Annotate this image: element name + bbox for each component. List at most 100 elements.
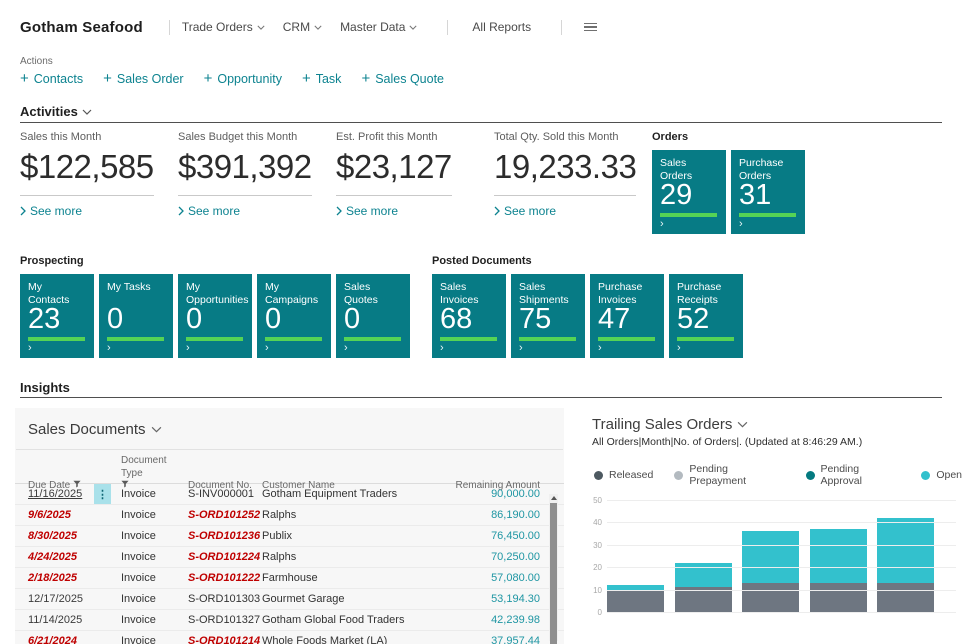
activities-section-header[interactable]: Activities <box>20 104 942 119</box>
cue-tile-my-opportunities[interactable]: My Opportunities 0 › <box>178 274 252 358</box>
column-header-document-type[interactable]: Document Type <box>121 455 188 493</box>
chart-title: Trailing Sales Orders <box>592 416 733 433</box>
due-date-link[interactable]: 6/21/2024 <box>28 635 77 644</box>
legend-item-pending-approval[interactable]: Pending Approval <box>805 463 901 487</box>
action-link-label: Contacts <box>33 71 84 86</box>
customer-name-cell: Ralphs <box>262 551 297 563</box>
remaining-amount-link[interactable]: 86,190.00 <box>491 509 540 521</box>
more-options-menu-icon[interactable] <box>582 21 599 34</box>
remaining-amount-link[interactable]: 42,239.98 <box>491 614 540 626</box>
stacked-bar[interactable] <box>877 517 935 612</box>
row-context-menu-button[interactable]: ⋮ <box>94 484 111 504</box>
cue-tile-purchase-receipts[interactable]: Purchase Receipts 52 › <box>669 274 743 358</box>
remaining-amount-link[interactable]: 76,450.00 <box>491 530 540 542</box>
column-header-due-date[interactable]: Due Date <box>28 480 94 493</box>
remaining-amount-link[interactable]: 57,080.00 <box>491 572 540 584</box>
table-row[interactable]: 11/14/2025 Invoice S-ORD101327 Gotham Globa… <box>15 609 564 630</box>
cue-group-title: Prospecting <box>20 255 84 267</box>
cue-tile-sales-orders[interactable]: Sales Orders 29 › <box>652 150 726 234</box>
see-more-link[interactable]: See more <box>336 204 486 218</box>
table-row[interactable]: 2/18/2025 Invoice S-ORD101222 Farmhouse 57,0… <box>15 567 564 588</box>
table-row[interactable]: 4/24/2025 Invoice S-ORD101224 Ralphs 70,250.… <box>15 546 564 567</box>
kpi-value: $391,392 <box>178 148 312 196</box>
legend-label: Pending Approval <box>820 463 862 487</box>
action-link-task[interactable]: + Task <box>302 71 341 86</box>
bar-segment-open[interactable] <box>607 585 664 590</box>
document-type-cell: Invoice <box>121 635 156 644</box>
bar-segment-open[interactable] <box>809 529 867 583</box>
cue-tile-sales-quotes[interactable]: Sales Quotes 0 › <box>336 274 410 358</box>
bar-segment-released[interactable] <box>809 582 867 612</box>
due-date-link[interactable]: 9/6/2025 <box>28 509 71 521</box>
table-row[interactable]: 8/30/2025 Invoice S-ORD101236 Publix 76,450.… <box>15 525 564 546</box>
cue-tile-sales-invoices[interactable]: Sales Invoices 68 › <box>432 274 506 358</box>
see-more-link[interactable]: See more <box>494 204 644 218</box>
bar-segment-open[interactable] <box>674 562 732 588</box>
table-row[interactable]: 12/17/2025 Invoice S-ORD101303 Gourmet Gara… <box>15 588 564 609</box>
stacked-bar[interactable] <box>674 562 732 612</box>
legend-item-released[interactable]: Released <box>594 469 653 481</box>
due-date-link[interactable]: 8/30/2025 <box>28 530 77 542</box>
cue-tile-my-contacts[interactable]: My Contacts 23 › <box>20 274 94 358</box>
scrollbar-thumb[interactable] <box>550 503 557 644</box>
cue-tile-purchase-invoices[interactable]: Purchase Invoices 47 › <box>590 274 664 358</box>
action-link-contacts[interactable]: + Contacts <box>20 71 83 86</box>
cue-tile-my-tasks[interactable]: My Tasks 0 › <box>99 274 173 358</box>
bar-segment-released[interactable] <box>877 582 935 612</box>
bar-segment-released[interactable] <box>607 589 664 612</box>
cue-tile-value: 0 <box>265 303 282 335</box>
chevron-down-icon <box>314 25 322 30</box>
stacked-bar[interactable] <box>607 585 664 612</box>
scroll-up-arrow-icon[interactable] <box>550 496 557 500</box>
remaining-amount-link[interactable]: 53,194.30 <box>491 593 540 605</box>
due-date-link[interactable]: 12/17/2025 <box>28 593 84 605</box>
chart-header[interactable]: Trailing Sales Orders <box>585 408 962 436</box>
column-header-customer-name[interactable]: Customer Name <box>262 480 335 491</box>
see-more-link[interactable]: See more <box>20 204 170 218</box>
remaining-amount-link[interactable]: 37,957.44 <box>491 635 540 644</box>
cue-tile-my-campaigns[interactable]: My Campaigns 0 › <box>257 274 331 358</box>
cue-tile-progress-bar <box>739 213 796 217</box>
bar-segment-open[interactable] <box>742 531 800 583</box>
cue-tile-value: 68 <box>440 303 473 335</box>
stacked-bar[interactable] <box>742 531 800 612</box>
stacked-bar[interactable] <box>809 529 867 612</box>
table-row[interactable]: 9/6/2025 Invoice S-ORD101252 Ralphs 86,190.0… <box>15 504 564 525</box>
legend-item-pending-prepayment[interactable]: Pending Prepayment <box>674 463 784 487</box>
column-header-document-no[interactable]: Document No. <box>188 480 252 491</box>
see-more-link[interactable]: See more <box>178 204 328 218</box>
sales-documents-header[interactable]: Sales Documents <box>15 408 564 449</box>
see-more-label: See more <box>346 203 399 218</box>
bar-segment-open[interactable] <box>877 517 935 583</box>
nav-menu-master-data[interactable]: Master Data <box>340 20 417 34</box>
cue-tile-sales-shipments[interactable]: Sales Shipments 75 › <box>511 274 585 358</box>
cue-tile-purchase-orders[interactable]: Purchase Orders 31 › <box>731 150 805 234</box>
nav-item-all-reports[interactable]: All Reports <box>472 20 531 34</box>
remaining-amount-link[interactable]: 90,000.00 <box>491 488 540 500</box>
nav-menu-crm[interactable]: CRM <box>283 20 322 34</box>
action-link-sales-order[interactable]: + Sales Order <box>103 71 183 86</box>
cue-tile-progress-bar <box>677 337 734 341</box>
plus-icon: + <box>361 70 371 87</box>
document-no-cell: S-ORD101252 <box>188 509 261 521</box>
cue-tile-label: Purchase Receipts <box>677 281 722 306</box>
remaining-amount-link[interactable]: 70,250.00 <box>491 551 540 563</box>
sales-documents-table-body: 11/16/2025 ⋮ Invoice S-INV000001 Gotham Equi… <box>15 483 564 644</box>
bar-segment-released[interactable] <box>674 587 732 612</box>
legend-item-open[interactable]: Open <box>921 469 962 481</box>
table-row[interactable]: 11/16/2025 ⋮ Invoice S-INV000001 Gotham Equi… <box>15 483 564 504</box>
table-scrollbar[interactable] <box>549 494 558 644</box>
due-date-link[interactable]: 4/24/2025 <box>28 551 77 563</box>
due-date-link[interactable]: 11/16/2025 <box>28 488 83 500</box>
cue-tiles: My Contacts 23 › My Tasks 0 › My Opportunities… <box>20 274 410 358</box>
nav-menu-trade-orders[interactable]: Trade Orders <box>182 20 265 34</box>
table-row[interactable]: 6/21/2024 Invoice S-ORD101214 Whole Foods M… <box>15 630 564 644</box>
due-date-link[interactable]: 11/14/2025 <box>28 614 83 626</box>
column-header-remaining-amount[interactable]: Remaining Amount <box>455 480 541 491</box>
kpi-row: Sales this Month $122,585 See more Sales Bu… <box>20 131 805 234</box>
due-date-link[interactable]: 2/18/2025 <box>28 572 77 584</box>
bar-segment-released[interactable] <box>742 582 800 612</box>
chart-legend: Released Pending Prepayment Pending Approv… <box>585 448 962 487</box>
action-link-opportunity[interactable]: + Opportunity <box>204 71 282 86</box>
action-link-sales-quote[interactable]: + Sales Quote <box>361 71 444 86</box>
